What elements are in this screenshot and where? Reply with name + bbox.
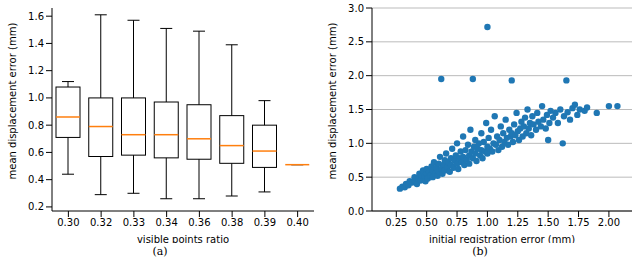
svg-text:0.30: 0.30	[57, 217, 79, 228]
svg-text:0.6: 0.6	[28, 147, 44, 158]
svg-text:initial registration error (mm: initial registration error (mm)	[429, 234, 575, 243]
svg-text:0.32: 0.32	[90, 217, 112, 228]
svg-text:0.8: 0.8	[28, 120, 44, 131]
svg-text:2.5: 2.5	[348, 36, 364, 47]
svg-text:2.0: 2.0	[348, 70, 364, 81]
svg-text:1.75: 1.75	[567, 217, 589, 228]
svg-text:0.4: 0.4	[28, 174, 44, 185]
svg-text:0.33: 0.33	[123, 217, 145, 228]
svg-text:0.75: 0.75	[446, 217, 468, 228]
svg-text:1.2: 1.2	[28, 65, 44, 76]
svg-text:0.50: 0.50	[416, 217, 438, 228]
svg-text:3.0: 3.0	[348, 3, 364, 14]
svg-text:1.6: 1.6	[28, 11, 44, 22]
svg-text:0.36: 0.36	[188, 217, 210, 228]
svg-text:1.00: 1.00	[476, 217, 498, 228]
svg-text:0.2: 0.2	[28, 201, 44, 212]
svg-text:1.25: 1.25	[507, 217, 529, 228]
html-text:(b): (b)	[472, 245, 488, 258]
svg-text:0.0: 0.0	[348, 206, 364, 217]
svg-text:0.40: 0.40	[286, 217, 308, 228]
svg-text:mean displacement error (mm): mean displacement error (mm)	[8, 23, 18, 180]
svg-text:2.00: 2.00	[598, 217, 620, 228]
html-text:(a): (a)	[152, 245, 168, 258]
svg-text:0.39: 0.39	[254, 217, 276, 228]
svg-text:mean displacement error (mm): mean displacement error (mm)	[327, 23, 338, 180]
svg-text:1.0: 1.0	[28, 92, 44, 103]
svg-text:1.4: 1.4	[28, 38, 44, 49]
svg-text:0.34: 0.34	[155, 217, 177, 228]
svg-text:1.50: 1.50	[537, 217, 559, 228]
svg-text:1.0: 1.0	[348, 138, 364, 149]
svg-text:visible points ratio: visible points ratio	[137, 234, 229, 243]
svg-text:1.5: 1.5	[348, 104, 364, 115]
svg-text:0.38: 0.38	[221, 217, 243, 228]
svg-text:0.5: 0.5	[348, 172, 364, 183]
svg-text:0.25: 0.25	[385, 217, 407, 228]
